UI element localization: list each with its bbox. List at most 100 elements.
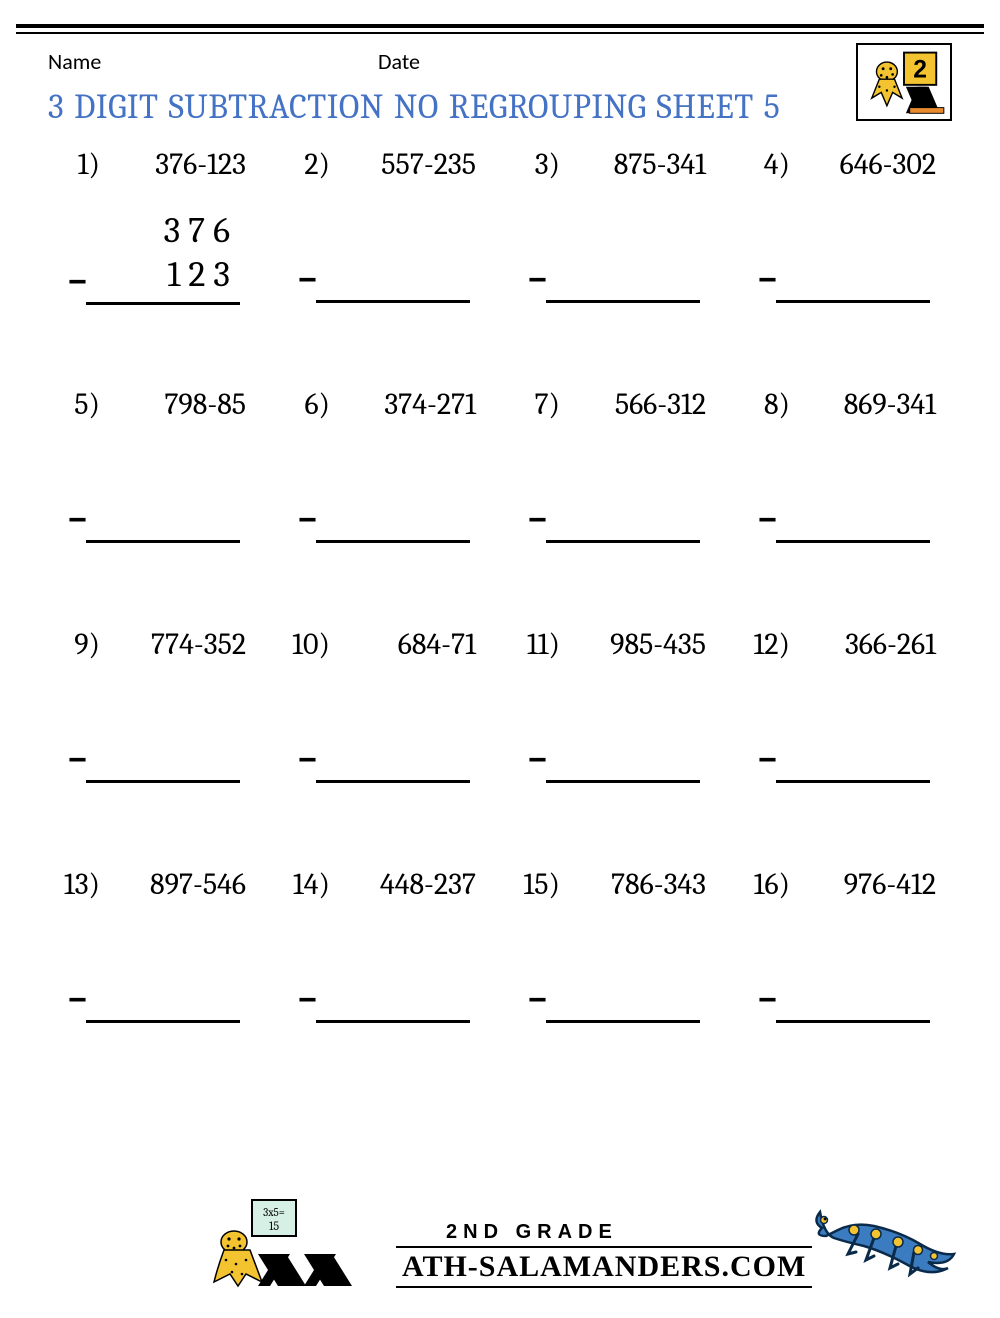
minus-sign: – — [298, 256, 317, 300]
problem-expression: 557-235 — [332, 147, 494, 182]
minus-sign: – — [758, 736, 777, 780]
work-area: – — [736, 210, 954, 340]
problem-number: 13) — [46, 867, 102, 902]
answer-rule — [776, 540, 930, 543]
answer-rule — [546, 1020, 700, 1023]
answer-rule — [86, 540, 240, 543]
problem-expression: 448-237 — [332, 867, 494, 902]
minus-sign: – — [528, 256, 547, 300]
answer-rule — [776, 780, 930, 783]
problem-expression: 774-352 — [102, 627, 264, 662]
answer-rule — [86, 302, 240, 305]
problem-expression: 869-341 — [792, 387, 954, 422]
minus-sign: – — [298, 736, 317, 780]
work-area: – — [736, 450, 954, 580]
problem-number: 10) — [276, 627, 332, 662]
answer-rule — [316, 300, 470, 303]
problem-cell: 9)774-352 – — [40, 619, 270, 859]
brand-text: 2ND GRADE ATH-SALAMANDERS.COM — [396, 1221, 812, 1288]
problem-expression: 366-261 — [792, 627, 954, 662]
answer-rule — [316, 1020, 470, 1023]
minus-sign: – — [758, 976, 777, 1020]
work-area: 376123– — [46, 210, 264, 340]
problem-cell: 16)976-412– — [730, 859, 960, 1099]
answer-rule — [776, 1020, 930, 1023]
problem-row: 9)774-352–10)684-71–11)985-435–12)366-26… — [40, 619, 960, 859]
minus-sign: – — [758, 256, 777, 300]
grade-label: 2ND GRADE — [446, 1221, 812, 1244]
problem-expression: 897-546 — [102, 867, 264, 902]
problem-cell: 8)869-341 – — [730, 379, 960, 619]
footer: 3x5= 15 2ND GRADE ATH-SALAMANDERS.COM — [0, 1178, 1000, 1298]
problem-number: 6) — [276, 387, 332, 422]
problem-expression: 798-85 — [102, 387, 264, 422]
answer-rule — [546, 780, 700, 783]
minus-sign: – — [298, 496, 317, 540]
problem-cell: 7)566-312 – — [500, 379, 730, 619]
minus-sign: – — [68, 976, 87, 1020]
problem-row: 1)376-123376123–2)557-235–3)875-341–4)64… — [40, 139, 960, 379]
work-area: – — [276, 930, 494, 1060]
salamander-logo-icon: 3x5= 15 — [212, 1198, 382, 1292]
problem-expression: 786-343 — [562, 867, 724, 902]
work-area: – — [736, 690, 954, 820]
stack-subtrahend: 123 — [167, 254, 238, 295]
work-area: – — [506, 930, 724, 1060]
problem-number: 3) — [506, 147, 562, 182]
svg-text:2: 2 — [913, 56, 927, 83]
problem-expression: 566-312 — [562, 387, 724, 422]
problem-number: 11) — [506, 627, 562, 662]
answer-rule — [316, 540, 470, 543]
problem-expression: 684-71 — [332, 627, 494, 662]
top-double-rule — [16, 24, 984, 34]
answer-rule — [546, 300, 700, 303]
work-area: – — [276, 690, 494, 820]
work-area: – — [506, 450, 724, 580]
problem-number: 9) — [46, 627, 102, 662]
work-area: – — [276, 450, 494, 580]
problem-number: 7) — [506, 387, 562, 422]
answer-rule — [776, 300, 930, 303]
minus-sign: – — [298, 976, 317, 1020]
problem-cell: 14)448-237 – — [270, 859, 500, 1099]
work-area: – — [506, 690, 724, 820]
svg-text:15: 15 — [269, 1219, 279, 1233]
problem-cell: 1)376-123376123– — [40, 139, 270, 379]
site-url: ATH-SALAMANDERS.COM — [396, 1246, 812, 1288]
work-area: – — [46, 690, 264, 820]
problem-cell: 11)985-435– — [500, 619, 730, 859]
work-area: – — [46, 930, 264, 1060]
problem-cell: 4)646-302– — [730, 139, 960, 379]
minus-sign: – — [68, 258, 87, 302]
problem-cell: 12)366-261– — [730, 619, 960, 859]
problem-number: 2) — [276, 147, 332, 182]
problem-expression: 875-341 — [562, 147, 724, 182]
answer-rule — [86, 1020, 240, 1023]
svg-text:3x5=: 3x5= — [263, 1206, 285, 1219]
problem-cell: 5)798-85– — [40, 379, 270, 619]
problems-grid: 1)376-123376123–2)557-235–3)875-341–4)64… — [40, 139, 960, 1099]
minus-sign: – — [528, 736, 547, 780]
problem-expression: 376-123 — [102, 147, 264, 182]
minus-sign: – — [528, 976, 547, 1020]
answer-rule — [546, 540, 700, 543]
problem-cell: 13)897-546 – — [40, 859, 270, 1099]
problem-row: 13)897-546–14)448-237–15)786-343–16)976-… — [40, 859, 960, 1099]
problem-cell: 6)374-271 – — [270, 379, 500, 619]
minus-sign: – — [528, 496, 547, 540]
worksheet-title: 3 DIGIT SUBTRACTION NO REGROUPING SHEET … — [48, 87, 780, 127]
problem-cell: 10)684-71 – — [270, 619, 500, 859]
answer-rule — [86, 780, 240, 783]
problem-number: 4) — [736, 147, 792, 182]
problem-number: 14) — [276, 867, 332, 902]
grade-logo-icon: 2 — [856, 43, 952, 121]
problem-number: 8) — [736, 387, 792, 422]
problem-cell: 2)557-235 – — [270, 139, 500, 379]
problem-number: 5) — [46, 387, 102, 422]
problem-number: 15) — [506, 867, 562, 902]
minus-sign: – — [758, 496, 777, 540]
header-labels: Name Date — [48, 48, 952, 75]
problem-row: 5)798-85–6)374-271 – 7)566-312 – 8)869-341 – — [40, 379, 960, 619]
work-area: – — [736, 930, 954, 1060]
problem-expression: 374-271 — [332, 387, 494, 422]
